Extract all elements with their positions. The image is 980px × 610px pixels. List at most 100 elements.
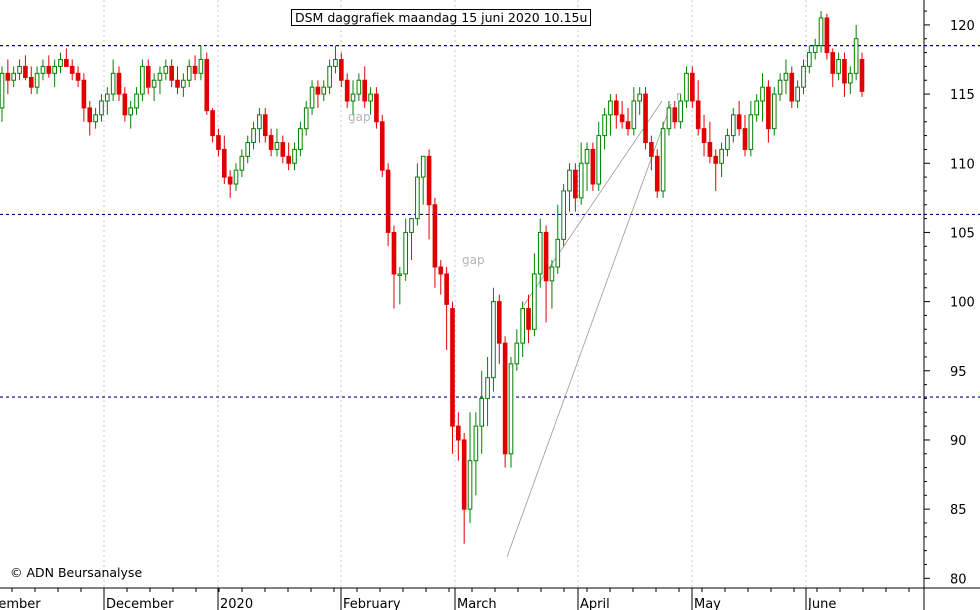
trend-channel [506,100,672,558]
candle-up [157,72,163,81]
candle-up [608,100,613,116]
candle-down [450,308,455,427]
candle-down [81,79,87,109]
candle-down [590,148,596,185]
candle-up [420,155,426,178]
candle-down [613,100,619,116]
candle-down [5,72,11,81]
y-tick-label: 105 [950,226,975,241]
candle-up [678,100,683,123]
month-label: November [0,597,41,610]
candle-down [742,128,748,150]
candle-down [64,58,69,67]
candle-up [333,58,338,67]
candle-down [374,93,379,123]
candle-up [730,114,736,137]
candle-up [795,86,800,102]
candle-up [631,100,637,130]
y-tick-label: 100 [950,296,975,311]
month-label: December [106,597,174,610]
candle-up [801,65,806,88]
candle-up [233,169,239,185]
candle-down [362,79,368,102]
candle-up [508,363,514,455]
horizontal-levels [0,45,980,398]
candle-up [561,190,566,240]
candle-up [17,65,22,74]
candle-down [619,114,625,123]
candle-down [695,100,701,130]
y-tick-label: 95 [950,365,967,380]
candle-up [140,65,145,95]
candle-up [812,45,818,54]
candle-up [198,58,204,74]
r-label: r [676,89,681,103]
candle-down [502,342,508,455]
candle-down [268,135,274,150]
candle-up [0,72,5,109]
candle-up [783,72,789,81]
gap-label-february: gap [348,110,371,124]
candle-up [807,52,812,67]
candle-down [438,266,444,275]
candle-up [520,308,525,344]
candle-up [251,128,256,144]
candle-up [110,72,116,95]
candle-down [713,155,719,164]
candle-up [578,162,584,199]
candle-down [169,65,174,81]
candle-up [52,65,57,74]
candle-down [391,231,397,275]
candle-down [262,114,268,137]
candle-down [216,135,221,150]
candle-up [473,425,479,462]
candle-up [760,86,765,102]
candle-up [403,231,408,275]
candle-up [245,142,251,157]
candle-down [432,204,438,268]
candle-down [526,308,531,330]
candle-up [415,176,420,220]
candle-down [145,65,151,88]
candle-up [40,65,46,74]
candle-up [771,93,777,130]
candle-down [286,155,291,164]
y-tick-label: 85 [950,503,967,518]
candle-down [830,52,836,74]
candle-up [754,100,760,116]
candle-down [46,65,52,74]
candle-up [34,72,40,88]
candle-up [467,460,473,510]
candle-down [339,58,344,81]
chart-title: DSM daggrafiek maandag 15 juni 2020 10.1… [291,9,592,26]
candle-up [350,93,356,102]
candle-down [315,86,321,95]
candle-up [93,114,98,123]
month-label: March [457,597,497,610]
candle-up [596,135,602,185]
candle-up [666,107,672,130]
y-tick-label: 115 [950,88,975,103]
candle-down [116,72,122,95]
candle-up [684,72,689,102]
candle-down [643,93,648,144]
candle-up [257,114,262,130]
candle-down [859,58,865,92]
candle-down [28,76,34,88]
candle-up [853,38,859,74]
candle-up [567,169,572,192]
candle-up [11,72,17,81]
candle-down [496,301,502,344]
candle-up [181,79,186,88]
y-tick-label: 110 [950,157,975,172]
y-tick-label: 90 [950,434,967,449]
month-label: 2020 [220,597,253,610]
candle-down [789,72,795,102]
candle-up [409,218,414,233]
candle-up [239,155,245,171]
month-label: February [343,597,401,610]
copyright-notice: © ADN Beursanalyse [10,565,143,580]
gap-label-march: gap [462,253,485,267]
candle-up [298,128,303,150]
